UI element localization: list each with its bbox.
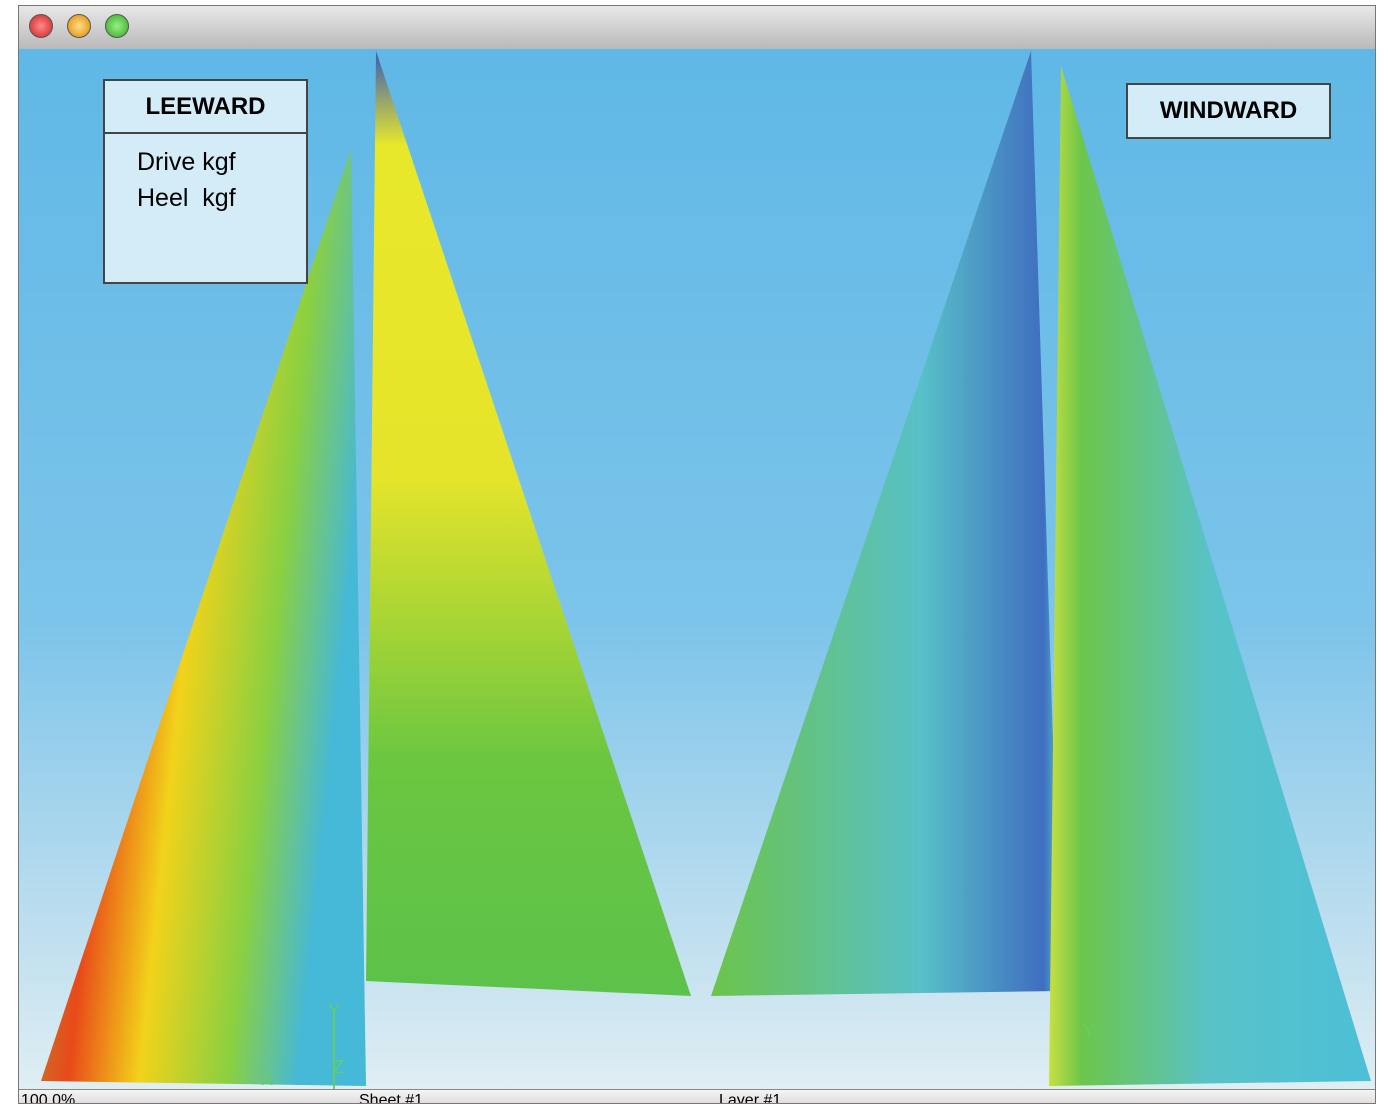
layer-tab[interactable]: Layer #1 (719, 1092, 782, 1104)
leeward-jib (41, 149, 366, 1086)
panel-line: Heel kgf (137, 184, 236, 212)
panel-line: Drive kgf (137, 148, 236, 176)
windward-mainsail (711, 51, 1061, 996)
windward-jib (1049, 66, 1371, 1086)
leeward-mainsail (366, 51, 691, 996)
title-bar (19, 6, 1375, 50)
status-toolbar: 100.0% Sheet #1 Layer #1 (19, 1089, 1375, 1104)
leeward-panel: LEEWARD Drive kgf Heel kgf (103, 79, 308, 284)
sail-render (41, 51, 1371, 1089)
sheet-field[interactable]: Sheet #1 (359, 1092, 424, 1104)
panel-title: WINDWARD (1159, 97, 1298, 124)
zoom-field[interactable]: 100.0% (21, 1092, 76, 1104)
close-button[interactable] (29, 14, 53, 38)
viewport: LEEWARD Drive kgf Heel kgf WINDWARD Y X … (19, 49, 1375, 1089)
axis-label: Y (1083, 1021, 1096, 1041)
windward-panel: WINDWARD (1126, 83, 1331, 139)
app-window: LEEWARD Drive kgf Heel kgf WINDWARD Y X … (18, 5, 1376, 1104)
zoom-button[interactable] (105, 14, 129, 38)
axis-label: Y (328, 1001, 341, 1021)
axis-label: X (261, 1069, 274, 1089)
panel-title: LEEWARD (105, 81, 306, 134)
axis-label: Z (333, 1057, 344, 1077)
minimize-button[interactable] (67, 14, 91, 38)
